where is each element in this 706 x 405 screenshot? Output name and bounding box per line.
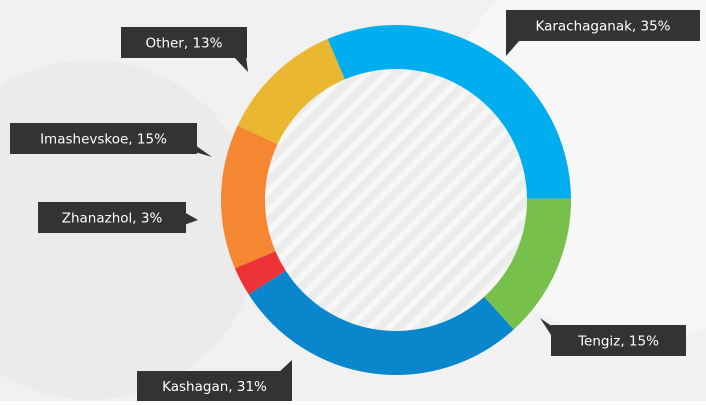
callout-box xyxy=(551,325,686,356)
slice xyxy=(248,270,514,375)
slice xyxy=(221,125,278,269)
callout-box xyxy=(506,10,700,41)
donut-hole xyxy=(265,69,527,331)
callout-pointer xyxy=(184,212,198,225)
slice xyxy=(234,251,286,295)
slice xyxy=(484,198,571,330)
slice xyxy=(237,38,345,145)
callout-box xyxy=(38,202,186,233)
callout-box xyxy=(121,27,247,58)
labels: Karachaganak, 35% Tengiz, 15% Kashagan, 31… xyxy=(10,10,700,401)
slice xyxy=(327,24,571,199)
callout-pointer xyxy=(540,318,553,338)
callout-pointer xyxy=(233,56,248,72)
slice-label: Imashevskoe, 15% xyxy=(40,132,167,148)
callout-box xyxy=(137,371,292,401)
slice-label: Other, 13% xyxy=(146,36,223,52)
callout-pointer xyxy=(195,145,212,157)
callout-pointer xyxy=(506,38,520,56)
slice-label: Kashagan, 31% xyxy=(162,379,267,395)
slices xyxy=(221,24,571,375)
slice-label: Zhanazhol, 3% xyxy=(62,211,163,227)
slice-label: Karachaganak, 35% xyxy=(535,19,670,35)
callout-box xyxy=(10,123,197,154)
slice-label: Tengiz, 15% xyxy=(577,334,659,350)
